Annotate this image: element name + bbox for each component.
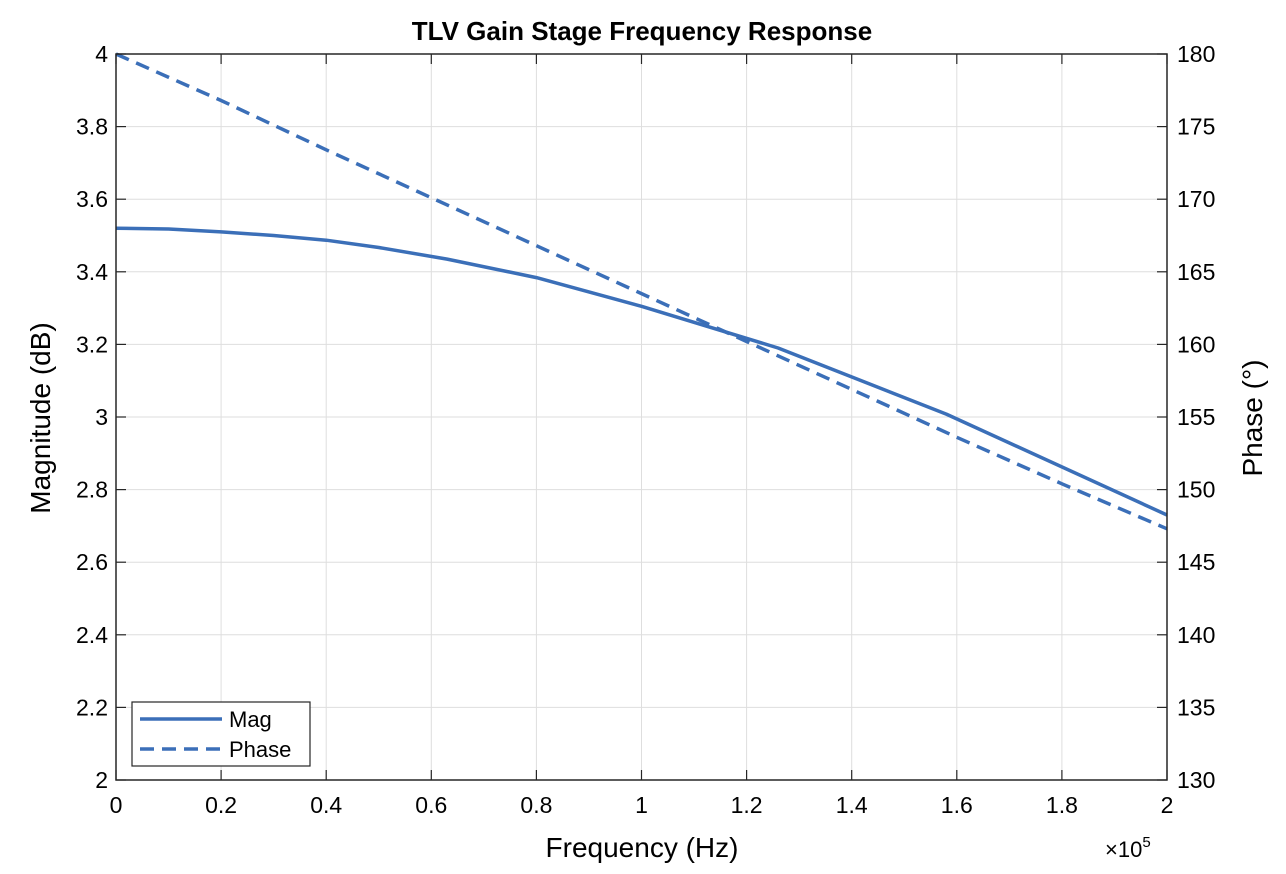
y-left-tick-label: 2 — [95, 767, 108, 793]
x-tick-label: 0.2 — [205, 792, 237, 818]
x-axis-ticks: 0 0.2 0.4 0.6 0.8 1 1.2 1.4 1.6 1.8 2 — [110, 54, 1174, 818]
series-line-phase — [115, 52, 1168, 531]
series-line-mag — [115, 226, 1168, 517]
x-tick-label: 1 — [635, 792, 648, 818]
x-exponent-base: ×10 — [1105, 837, 1142, 862]
chart-title: TLV Gain Stage Frequency Response — [412, 16, 872, 46]
x-exponent-label: ×105 — [1105, 834, 1151, 862]
legend-mag-label: Mag — [229, 707, 272, 732]
x-axis-label: Frequency (Hz) — [546, 832, 739, 863]
y-left-axis-ticks: 2 2.2 2.4 2.6 2.8 3 3.2 3.4 3.6 3.8 4 — [76, 41, 126, 793]
y-right-tick-label: 130 — [1177, 767, 1215, 793]
x-tick-label: 0 — [110, 792, 123, 818]
x-tick-label: 2 — [1161, 792, 1174, 818]
y-left-tick-label: 2.6 — [76, 549, 108, 575]
y-right-tick-label: 170 — [1177, 186, 1215, 212]
x-tick-label: 0.6 — [415, 792, 447, 818]
y-right-tick-label: 145 — [1177, 549, 1215, 575]
x-tick-label: 0.4 — [310, 792, 342, 818]
y-right-tick-label: 155 — [1177, 404, 1215, 430]
y-right-tick-label: 160 — [1177, 331, 1215, 357]
y-left-tick-label: 3.4 — [76, 259, 108, 285]
y-right-tick-label: 140 — [1177, 622, 1215, 648]
y-left-tick-label: 3.6 — [76, 186, 108, 212]
x-tick-label: 1.8 — [1046, 792, 1078, 818]
y-left-tick-label: 3.2 — [76, 331, 108, 357]
y-left-tick-label: 4 — [95, 41, 108, 67]
y-left-tick-label: 3 — [95, 404, 108, 430]
y-right-tick-label: 150 — [1177, 477, 1215, 503]
x-tick-label: 0.8 — [520, 792, 552, 818]
y-right-tick-label: 165 — [1177, 259, 1215, 285]
x-tick-label: 1.6 — [941, 792, 973, 818]
y-right-tick-label: 135 — [1177, 694, 1215, 720]
x-exponent-power: 5 — [1142, 834, 1150, 851]
plot-lines — [115, 52, 1168, 531]
y-right-axis-label: Phase (°) — [1237, 359, 1268, 476]
y-left-axis-label: Magnitude (dB) — [25, 322, 56, 513]
y-left-tick-label: 3.8 — [76, 114, 108, 140]
y-right-tick-label: 175 — [1177, 114, 1215, 140]
y-right-tick-label: 180 — [1177, 41, 1215, 67]
legend-phase-label: Phase — [229, 737, 291, 762]
legend-box — [131, 701, 311, 767]
y-left-tick-label: 2.4 — [76, 622, 108, 648]
y-left-tick-label: 2.2 — [76, 694, 108, 720]
legend: Mag Phase — [131, 701, 311, 767]
x-tick-label: 1.2 — [731, 792, 763, 818]
y-right-axis-ticks: 130 135 140 145 150 155 160 165 170 175 180 — [1157, 41, 1215, 793]
x-tick-label: 1.4 — [836, 792, 868, 818]
y-left-tick-label: 2.8 — [76, 477, 108, 503]
